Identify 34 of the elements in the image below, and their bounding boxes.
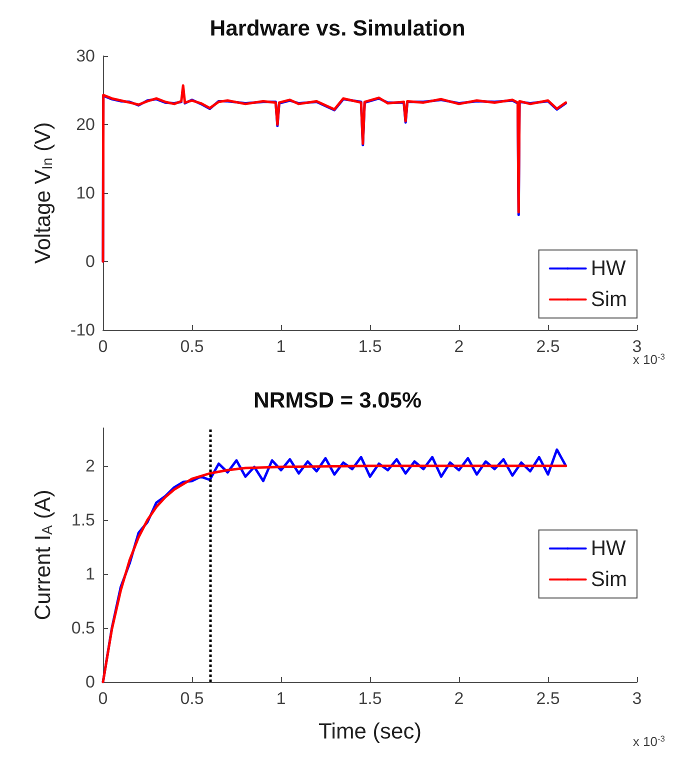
y-tick-label: 2 (86, 456, 95, 476)
x-tick-label: 2.5 (536, 689, 560, 708)
x-tick-label: 1.5 (358, 689, 382, 708)
legend-label: HW (590, 537, 626, 560)
y-axis-title: Voltage VIn (V) (30, 122, 56, 264)
y-tick-label: 1.5 (71, 510, 95, 530)
y-tick-label: 10 (76, 184, 95, 202)
x-axis-title: Time (sec) (318, 718, 422, 744)
x-tick-label: 0.5 (180, 337, 204, 356)
x-tick-label: 3 (632, 337, 642, 356)
x-tick-label: 1.5 (358, 337, 382, 356)
x-tick-label: 2 (454, 337, 464, 356)
legend-label: Sim (590, 288, 628, 311)
y-tick-label: 0 (86, 252, 95, 271)
x-tick-label: 0 (98, 689, 108, 708)
x-tick-label: 1 (276, 337, 286, 356)
chart-title: NRMSD = 3.05% (253, 388, 422, 412)
y-tick-label: 30 (76, 46, 95, 66)
y-tick-label: 0.5 (71, 618, 95, 638)
x-tick-label: 0 (98, 337, 108, 356)
chart-title: Hardware vs. Simulation (210, 16, 466, 40)
y-tick-label: -10 (70, 320, 95, 340)
legend-label: Sim (590, 568, 628, 591)
line-series (102, 84, 568, 263)
y-tick-label: 0 (86, 672, 95, 692)
y-tick-label: 1 (86, 564, 95, 584)
x-tick-label: 2 (454, 689, 464, 708)
x-tick-label: 2.5 (536, 337, 560, 356)
x-tick-label: 0.5 (180, 689, 204, 708)
x-tick-label: 3 (632, 689, 642, 708)
x-tick-label: 1 (276, 689, 286, 708)
legend-label: HW (590, 257, 626, 280)
y-tick-label: 20 (76, 115, 95, 134)
y-axis-title: Current IA (A) (30, 490, 56, 620)
